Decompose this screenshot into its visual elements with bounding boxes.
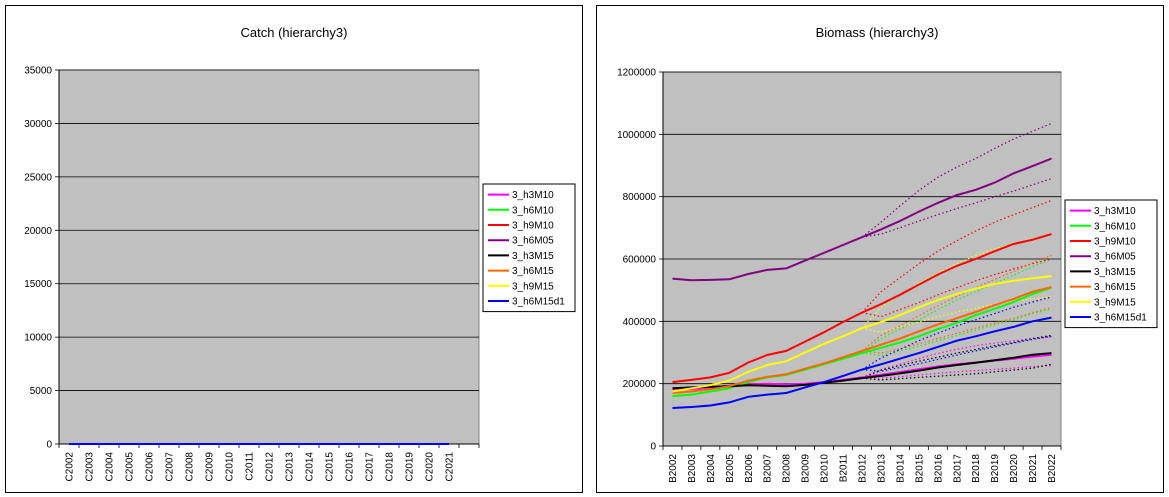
legend-label: 3_h6M05 [1094, 252, 1136, 263]
biomass-chart: Biomass (hierarchy3) 0 200000 400000 600000 8… [617, 25, 1158, 483]
catch-chart: Catch (hierarchy3) 0 5000 10000 15000 20000 25… [24, 25, 576, 482]
x-tick-label: C2014 [305, 452, 316, 482]
legend-label: 3_h3M10 [1094, 206, 1136, 217]
legend-label: 3_h3M10 [512, 190, 554, 201]
x-tick-label: B2005 [725, 454, 736, 483]
series-lower-band-3_h9M15 [861, 295, 1052, 333]
x-tick-label: B2003 [687, 454, 698, 483]
x-tick-label: C2012 [265, 452, 276, 482]
x-tick-label: B2008 [782, 454, 793, 483]
legend-label: 3_h9M10 [512, 221, 554, 232]
series-lower-band-3_h6M05 [861, 178, 1052, 238]
series-upper-band-3_h6M05 [861, 122, 1052, 238]
x-tick-label: B2022 [1047, 454, 1058, 483]
legend-label: 3_h6M10 [1094, 221, 1136, 232]
y-tick-label: 5000 [30, 386, 53, 397]
y-tick-label: 400000 [623, 317, 657, 328]
y-tick-label: 1200000 [617, 68, 656, 79]
x-tick-label: B2004 [706, 454, 717, 483]
x-tick-label: C2011 [245, 452, 256, 481]
series-line-3_h3M15 [672, 352, 1052, 390]
x-tick-label: B2016 [933, 454, 944, 483]
chart-title: Biomass (hierarchy3) [816, 25, 939, 40]
legend-label: 3_h6M15 [1094, 282, 1136, 293]
legend-label: 3_h6M15 [512, 266, 554, 277]
x-tick-label: B2014 [895, 454, 906, 483]
plot-area [58, 69, 480, 445]
y-tick-label: 35000 [24, 66, 52, 77]
series-line-3_h6M15d1 [672, 316, 1052, 409]
y-tick-label: 0 [46, 440, 52, 451]
legend-box [482, 183, 576, 313]
legend-box [1064, 199, 1158, 329]
x-tick-label: B2009 [801, 454, 812, 483]
series-upper-band-3_h9M10 [861, 199, 1052, 314]
x-tick-label: C2006 [145, 452, 156, 482]
x-tick-label: C2003 [85, 452, 96, 482]
x-tick-label: C2004 [105, 452, 116, 482]
x-tick-label: C2021 [445, 452, 456, 482]
biomass-chart-panel: Biomass (hierarchy3) 0 200000 400000 600000 8… [596, 5, 1164, 493]
legend-label: 3_h6M10 [512, 205, 554, 216]
x-tick-label: C2017 [365, 452, 376, 482]
series-line-3_h6M05 [672, 157, 1052, 282]
legend-label: 3_h3M15 [512, 251, 554, 262]
y-tick-label: 10000 [24, 333, 52, 344]
x-tick-label: B2002 [668, 454, 679, 483]
legend-label: 3_h9M15 [1094, 297, 1136, 308]
x-tick-label: B2012 [858, 454, 869, 483]
x-tick-label: B2007 [763, 454, 774, 483]
legend-label: 3_h6M05 [512, 236, 554, 247]
series-lower-band-3_h6M15d1 [861, 335, 1052, 372]
y-tick-label: 25000 [24, 172, 52, 183]
y-tick-label: 0 [650, 442, 656, 453]
x-tick-label: C2002 [65, 452, 76, 482]
x-tick-label: C2015 [325, 452, 336, 482]
legend-label: 3_h6M15d1 [512, 297, 565, 308]
y-tick-label: 800000 [623, 192, 657, 203]
y-tick-label: 30000 [24, 119, 52, 130]
y-tick-label: 20000 [24, 226, 52, 237]
series-lower-band-3_h6M15 [861, 306, 1052, 354]
x-tick-label: C2005 [125, 452, 136, 482]
y-tick-label: 15000 [24, 279, 52, 290]
x-tick-label: C2009 [205, 452, 216, 482]
x-tick-label: B2017 [952, 454, 963, 483]
x-tick-label: C2013 [285, 452, 296, 482]
x-tick-label: C2010 [225, 452, 236, 482]
x-tick-label: C2016 [345, 452, 356, 482]
x-tick-label: B2010 [820, 454, 831, 483]
chart-title: Catch (hierarchy3) [241, 25, 348, 40]
catch-chart-panel: Catch (hierarchy3) 0 5000 10000 15000 20000 25… [5, 5, 583, 493]
legend-label: 3_h9M10 [1094, 237, 1136, 248]
series-line-3_h6M15 [672, 286, 1052, 394]
legend-label: 3_h3M15 [1094, 267, 1136, 278]
y-tick-label: 200000 [623, 379, 657, 390]
x-tick-label: B2006 [744, 454, 755, 483]
series-lower-band-3_h9M10 [861, 258, 1052, 318]
x-tick-label: C2008 [185, 452, 196, 482]
x-tick-label: B2020 [1009, 454, 1020, 483]
series-upper-band-3_h6M10 [861, 258, 1052, 354]
x-tick-label: C2018 [385, 452, 396, 482]
series-line-3_h9M10 [672, 233, 1052, 384]
x-tick-label: C2019 [405, 452, 416, 482]
x-tick-label: B2021 [1028, 454, 1039, 483]
x-tick-label: B2013 [876, 454, 887, 483]
x-tick-label: C2020 [425, 452, 436, 482]
y-tick-label: 600000 [623, 255, 657, 266]
x-tick-label: B2018 [971, 454, 982, 483]
x-tick-label: B2019 [990, 454, 1001, 483]
x-tick-label: B2015 [914, 454, 925, 483]
series-upper-band-3_h6M15d1 [861, 296, 1052, 371]
x-tick-label: B2011 [839, 454, 850, 483]
y-tick-label: 1000000 [617, 130, 656, 141]
legend-label: 3_h9M15 [512, 281, 554, 292]
series-line-3_h9M15 [672, 275, 1052, 393]
x-tick-label: C2007 [165, 452, 176, 482]
legend-label: 3_h6M15d1 [1094, 313, 1147, 324]
